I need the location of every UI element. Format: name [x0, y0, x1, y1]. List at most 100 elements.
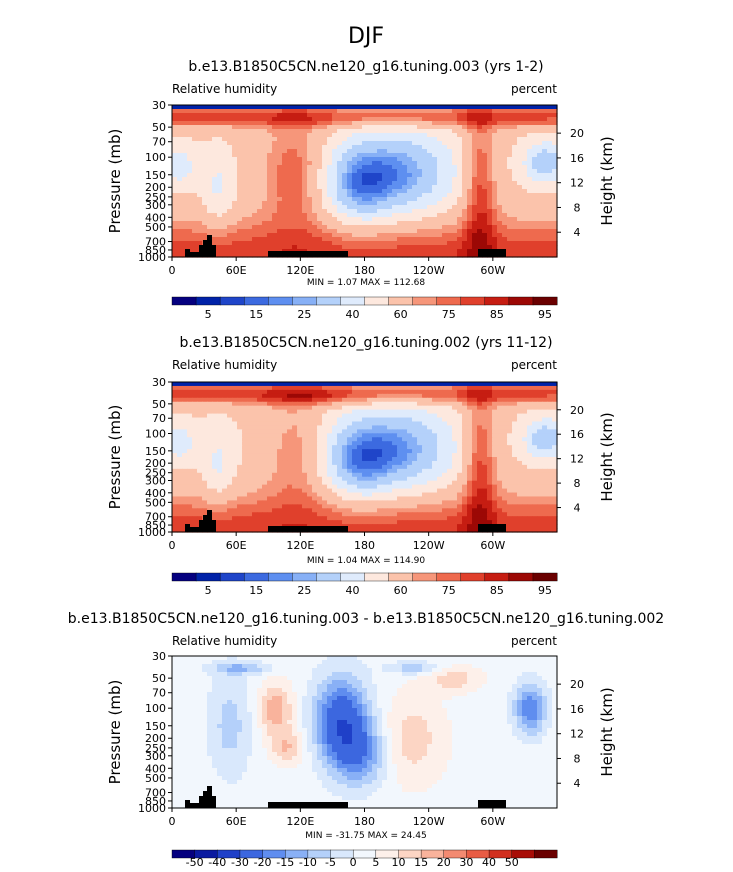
contour-cell [352, 165, 358, 170]
contour-cell [287, 165, 293, 170]
contour-cell [182, 157, 188, 162]
contour-cell [402, 249, 408, 254]
contour-cell [227, 253, 233, 258]
contour-cell [347, 241, 353, 246]
contour-cell [327, 241, 333, 246]
contour-cell [522, 205, 528, 210]
contour-cell [302, 201, 308, 206]
contour-cell [407, 193, 413, 198]
contour-cell [532, 476, 538, 482]
contour-cell [422, 476, 428, 482]
contour-cell [387, 429, 393, 434]
contour-cell [252, 409, 258, 415]
contour-cell [267, 441, 273, 446]
contour-cell [262, 125, 268, 130]
contour-cell [532, 445, 538, 450]
contour-cell [282, 109, 288, 114]
contour-cell [207, 181, 213, 186]
contour-cell [392, 397, 398, 403]
contour-cell [307, 457, 313, 462]
contour-cell [227, 441, 233, 446]
contour-cell [317, 401, 323, 407]
contour-cell [302, 389, 308, 395]
contour-cell [247, 153, 253, 158]
contour-cell [292, 121, 298, 126]
contour-cell [477, 169, 483, 174]
contour-cell [347, 249, 353, 254]
contour-cell [222, 157, 228, 162]
contour-cell [547, 169, 553, 174]
contour-cell [522, 405, 528, 411]
contour-cell [437, 157, 443, 162]
x-tick-label: 120E [286, 264, 314, 277]
contour-cell [307, 145, 313, 150]
contour-cell [552, 237, 558, 242]
contour-cell [537, 165, 543, 170]
contour-cell [267, 221, 273, 226]
contour-cell [342, 453, 348, 458]
contour-cell [507, 393, 513, 399]
contour-cell [547, 385, 553, 391]
contour-cell [222, 129, 228, 134]
contour-cell [412, 445, 418, 450]
contour-cell [192, 389, 198, 395]
contour-cell [382, 445, 388, 450]
contour-cell [552, 464, 558, 470]
contour-cell [222, 393, 228, 399]
contour-cell [437, 433, 443, 438]
contour-cell [257, 413, 263, 419]
contour-cell [387, 480, 393, 486]
contour-cell [527, 464, 533, 470]
contour-cell [247, 145, 253, 150]
contour-cell [547, 421, 553, 427]
contour-cell [407, 460, 413, 466]
contour-cell [242, 393, 248, 399]
contour-cell [217, 433, 223, 438]
contour-cell [507, 197, 513, 202]
contour-cell [452, 181, 458, 186]
contour-cell [237, 417, 243, 423]
contour-cell [212, 468, 218, 474]
contour-cell [427, 229, 433, 234]
contour-cell [437, 193, 443, 198]
contour-cell [457, 205, 463, 210]
contour-cell [242, 460, 248, 466]
contour-cell [297, 225, 303, 230]
contour-cell [437, 105, 443, 110]
contour-cell [322, 157, 328, 162]
contour-cell [272, 421, 278, 427]
contour-cell [192, 153, 198, 158]
contour-cell [317, 468, 323, 474]
contour-cell [212, 169, 218, 174]
contour-cell [357, 245, 363, 250]
contour-cell [207, 117, 213, 122]
contour-cell [377, 181, 383, 186]
contour-cell [427, 133, 433, 138]
contour-cell [517, 425, 523, 430]
contour-cell [272, 213, 278, 218]
contour-cell [392, 141, 398, 146]
contour-cell [267, 429, 273, 434]
contour-cell [462, 185, 468, 190]
contour-cell [527, 421, 533, 427]
contour-cell [177, 185, 183, 190]
contour-cell [287, 241, 293, 246]
contour-cell [537, 201, 543, 206]
contour-cell [287, 445, 293, 450]
contour-cell [527, 457, 533, 462]
contour-cell [402, 449, 408, 454]
contour-cell [202, 393, 208, 399]
contour-cell [327, 437, 333, 442]
contour-cell [207, 149, 213, 154]
contour-cell [552, 193, 558, 198]
contour-cell [347, 421, 353, 427]
contour-cell [262, 201, 268, 206]
contour-cell [227, 153, 233, 158]
colorbar-swatch [316, 296, 341, 306]
contour-cell [527, 153, 533, 158]
contour-cell [517, 213, 523, 218]
contour-cell [457, 441, 463, 446]
contour-cell [392, 117, 398, 122]
contour-cell [217, 453, 223, 458]
contour-cell [517, 409, 523, 415]
